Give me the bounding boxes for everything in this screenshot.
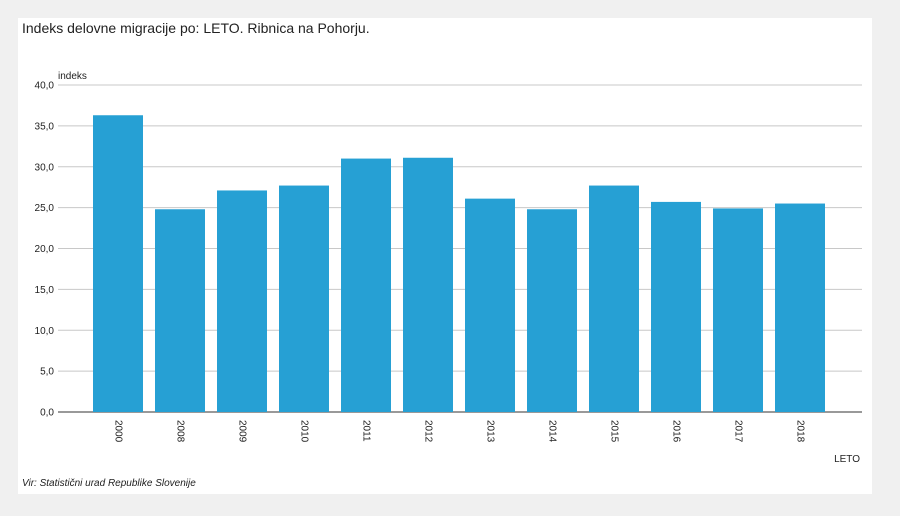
bar-2013 [465,198,515,412]
y-tick-label: 10,0 [35,326,55,337]
x-tick-label: 2018 [794,420,805,443]
y-tick-label: 0,0 [40,408,54,419]
x-tick-label: 2015 [608,420,619,443]
x-tick-label: 2016 [670,420,681,443]
y-tick-label: 20,0 [35,244,55,255]
bar-2000 [93,115,143,412]
bar-2018 [775,203,825,412]
x-tick-label: 2012 [422,420,433,443]
y-tick-label: 30,0 [35,162,55,173]
bar-2016 [651,201,701,412]
x-axis-title: LETO [834,454,860,465]
bar-2015 [589,185,639,412]
y-axis-title: indeks [58,71,87,82]
bar-2011 [341,158,391,412]
bars [93,115,825,412]
x-tick-label: 2008 [174,420,185,443]
y-axis-ticks: 0,0 5,0 10,0 15,0 20,0 25,0 30,0 35,0 40,0 [35,81,55,419]
y-tick-label: 40,0 [35,81,55,92]
y-tick-label: 25,0 [35,203,55,214]
x-tick-label: 2010 [298,420,309,443]
x-tick-label: 2000 [112,420,123,443]
bar-2008 [155,209,205,412]
x-tick-label: 2013 [484,420,495,443]
chart-title: Indeks delovne migracije po: LETO. Ribni… [22,20,370,36]
x-tick-label: 2011 [360,420,371,442]
source-note: Vir: Statistični urad Republike Slovenij… [22,478,196,489]
y-tick-label: 15,0 [35,285,55,296]
x-tick-label: 2017 [732,420,743,443]
bar-2010 [279,185,329,412]
bar-2012 [403,157,453,412]
bar-2014 [527,209,577,412]
y-tick-label: 35,0 [35,121,55,132]
bar-2017 [713,208,763,412]
y-tick-label: 5,0 [40,367,54,378]
x-axis-ticks: 2000 2008 2009 2010 2011 2012 2013 2014 2015 2016… [112,420,805,443]
x-tick-label: 2009 [236,420,247,443]
x-tick-label: 2014 [546,420,557,443]
bar-2009 [217,190,267,412]
